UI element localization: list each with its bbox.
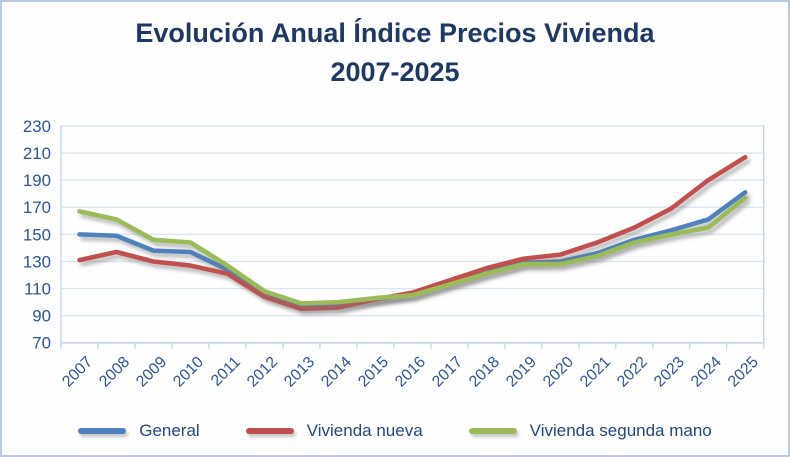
legend-swatch-vivienda-nueva-icon [245,428,294,434]
series-lines [77,154,748,312]
y-tick-label: 70 [32,334,51,353]
x-tick-label: 2022 [614,353,651,390]
series-line-vivienda-segunda-mano [77,195,748,306]
y-tick-label: 150 [23,225,51,244]
y-tick-label: 190 [23,171,51,190]
x-tick-label: 2009 [133,353,170,390]
legend-label-vivienda-nueva: Vivienda nueva [306,421,423,440]
chart-legend: General Vivienda nueva Vivienda segunda … [2,421,788,441]
x-tick-label: 2023 [651,353,688,390]
legend-swatch-vivienda-segunda-mano-icon [468,428,517,434]
x-tick-label: 2012 [244,353,281,390]
x-tick-label: 2019 [503,353,540,390]
gridlines [60,125,764,344]
x-tick-label: 2025 [725,353,762,390]
x-tick-label: 2020 [540,353,577,390]
x-tick-label: 2016 [392,353,429,390]
x-tick-label: 2017 [429,353,466,390]
x-tick-label: 2007 [59,353,96,390]
legend-item-vivienda-segunda-mano[interactable]: Vivienda segunda mano [468,421,712,441]
legend-swatch-general-icon [78,428,127,434]
x-tick-label: 2015 [355,353,392,390]
x-tick-label: 2013 [281,353,318,390]
chart-title-line1: Evolución Anual Índice Precios Vivienda [135,18,655,48]
y-tick-label: 230 [23,117,51,136]
x-tick-label: 2024 [688,353,725,390]
y-tick-label: 110 [24,280,51,299]
y-tick-label: 130 [23,252,51,271]
x-tick-label: 2018 [466,353,503,390]
axes [60,125,765,349]
y-tick-label: 210 [23,144,51,163]
x-tick-label: 2008 [96,353,133,390]
x-tick-label: 2014 [318,353,355,390]
legend-label-general: General [139,421,200,440]
chart-title: Evolución Anual Índice Precios Vivienda … [2,14,788,92]
legend-item-general[interactable]: General [78,421,200,441]
legend-item-vivienda-nueva[interactable]: Vivienda nueva [245,421,423,441]
x-tick-label: 2010 [170,353,207,390]
x-tick-label: 2021 [577,353,614,390]
y-tick-label: 170 [23,198,51,217]
legend-label-vivienda-segunda-mano: Vivienda segunda mano [529,421,712,440]
y-tick-label: 90 [32,307,51,326]
series-line-vivienda-nueva [77,154,748,312]
chart-title-line2: 2007-2025 [330,57,460,87]
x-tick-label: 2011 [208,353,244,389]
